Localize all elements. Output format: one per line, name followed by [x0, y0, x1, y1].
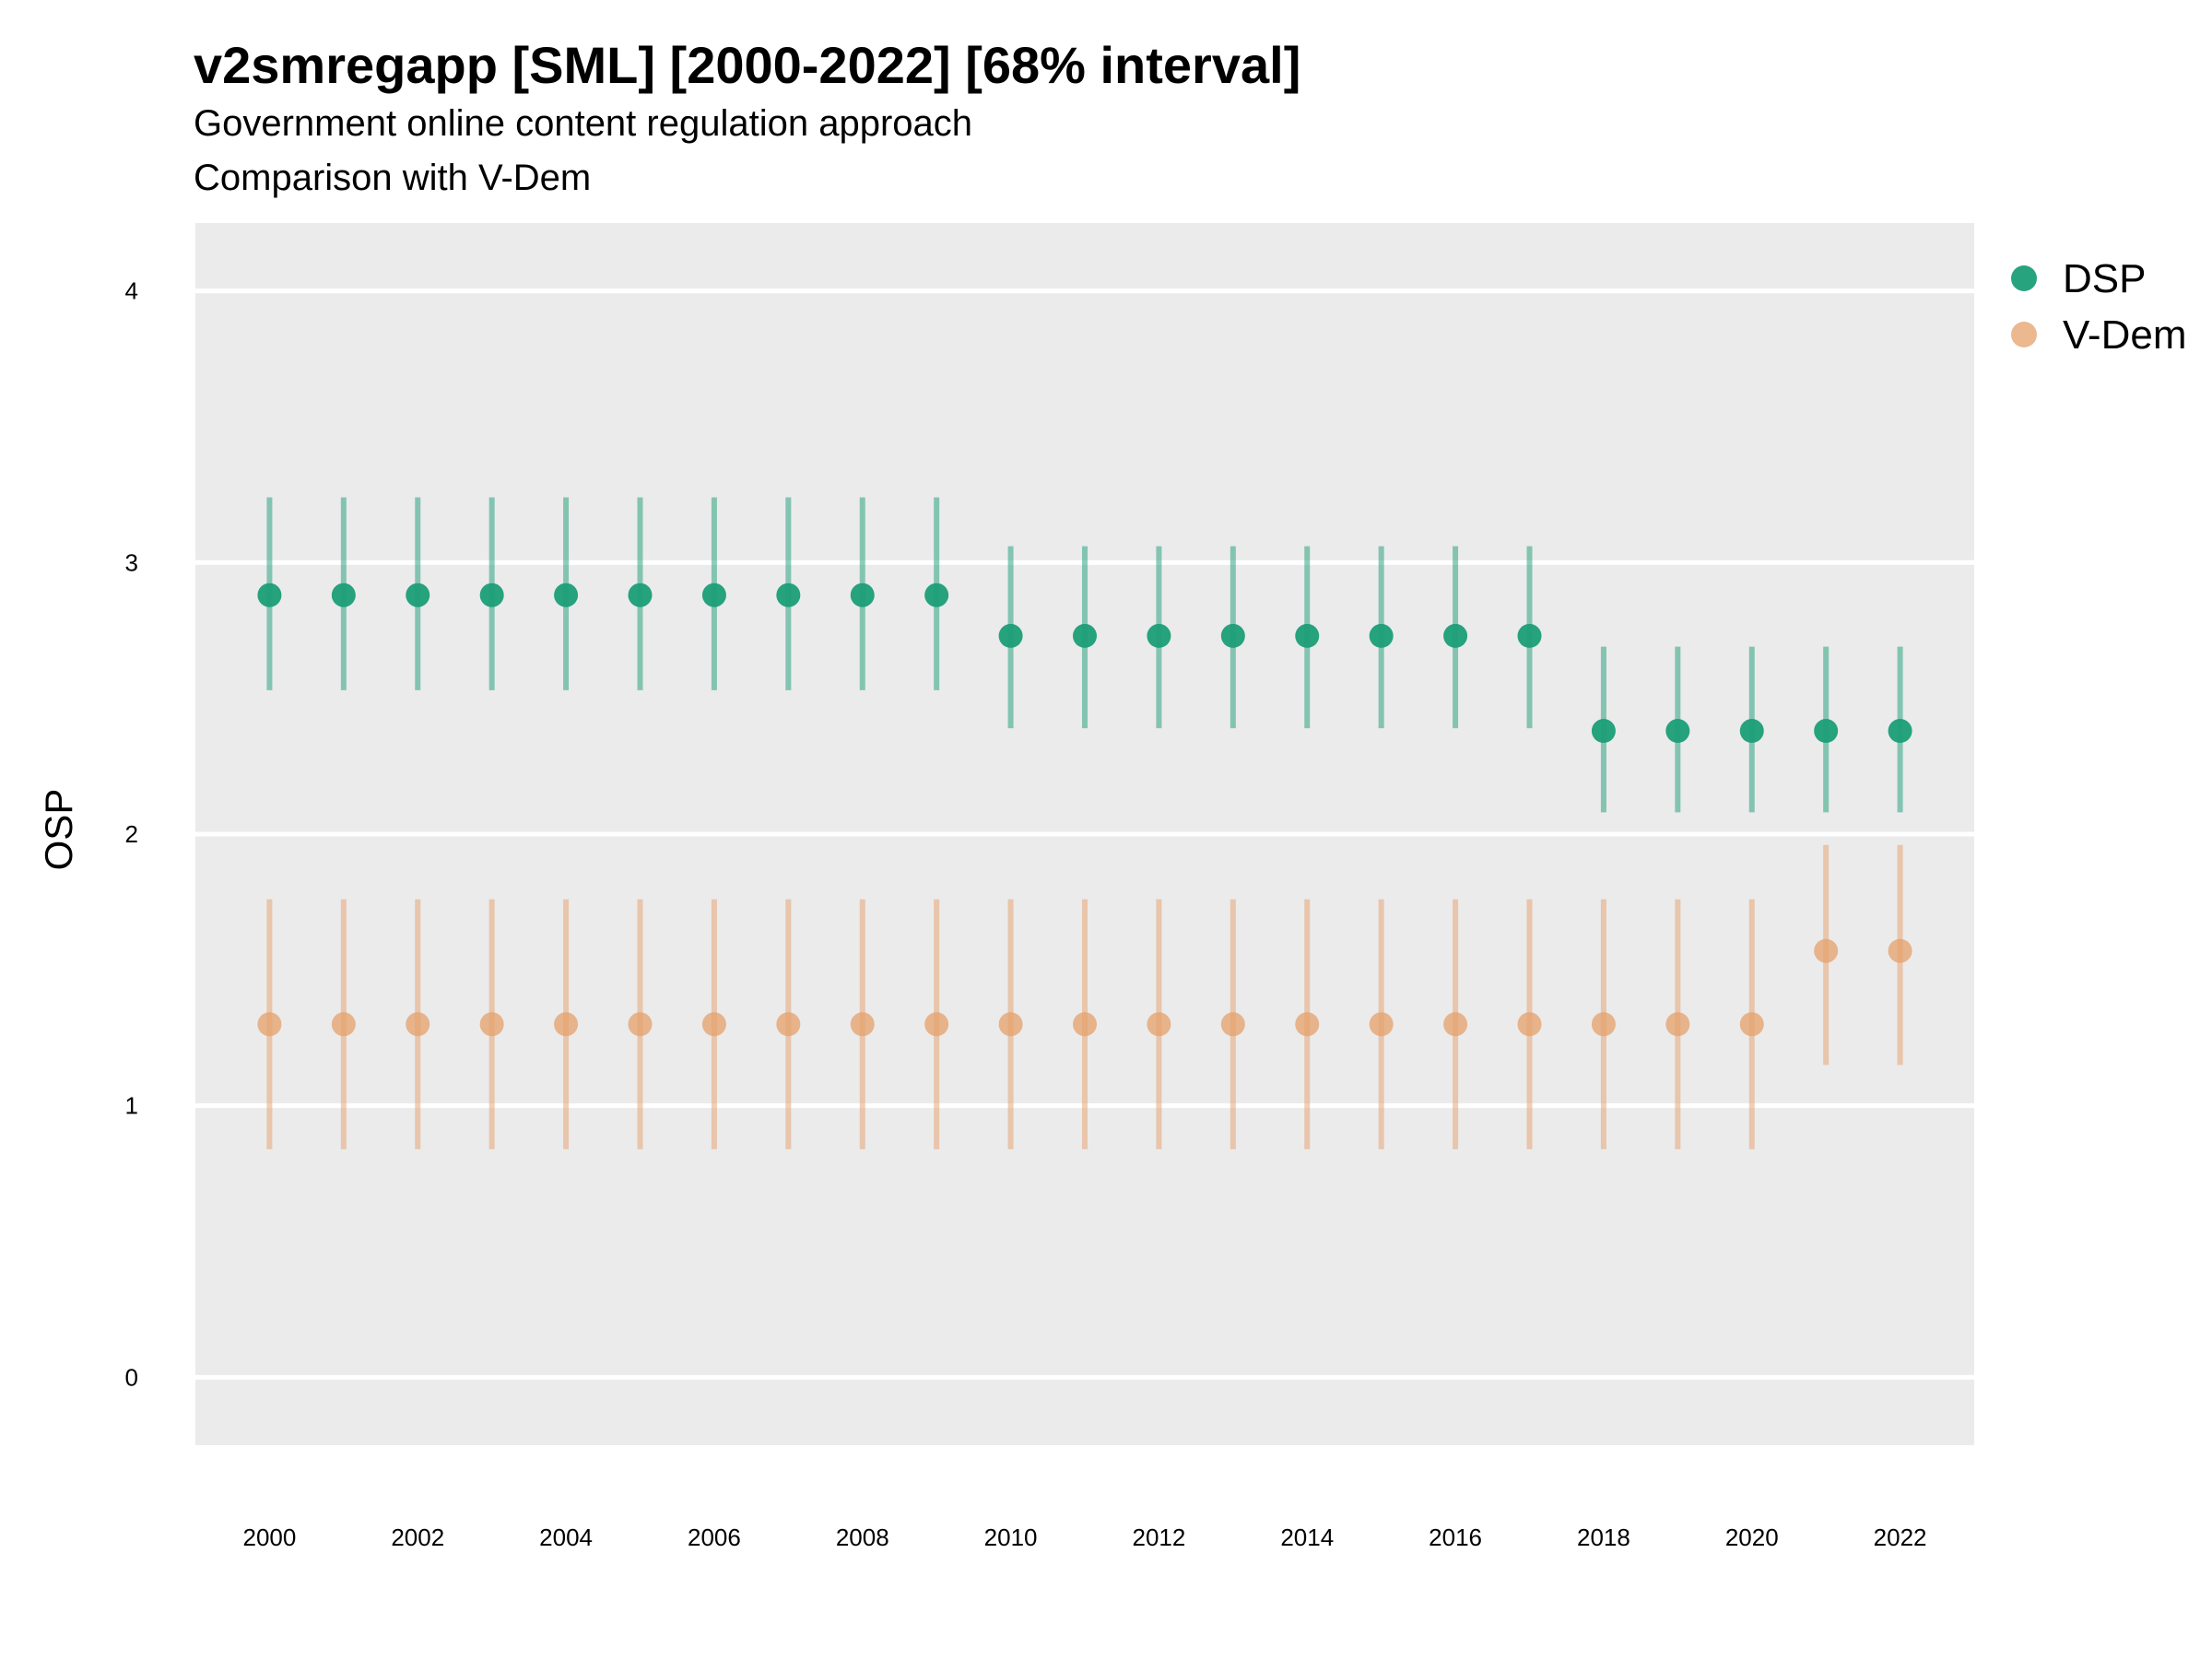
point-v-dem	[850, 1012, 875, 1037]
point-v-dem	[1665, 1012, 1690, 1037]
x-tick-label: 2008	[836, 1524, 889, 1551]
chart-caption: Comparison with V-Dem	[194, 158, 592, 198]
chart-subtitle: Government online content regulation app…	[194, 103, 972, 144]
legend-key-dsp	[2011, 265, 2037, 291]
x-tick-label: 2002	[391, 1524, 444, 1551]
point-v-dem	[998, 1012, 1023, 1037]
x-tick-label: 2018	[1577, 1524, 1630, 1551]
point-v-dem	[1147, 1012, 1171, 1037]
point-v-dem	[1443, 1012, 1468, 1037]
y-tick-label: 1	[125, 1092, 138, 1120]
point-dsp	[406, 582, 430, 607]
point-v-dem	[1814, 938, 1839, 963]
point-dsp	[331, 582, 356, 607]
y-tick-label: 3	[125, 548, 138, 576]
point-dsp	[701, 582, 726, 607]
point-dsp	[554, 582, 579, 607]
x-tick-label: 2010	[984, 1524, 1038, 1551]
data-marks	[257, 497, 1912, 1149]
x-tick-label: 2014	[1280, 1524, 1334, 1551]
point-v-dem	[554, 1012, 579, 1037]
point-v-dem	[1295, 1012, 1320, 1037]
x-tick-label: 2020	[1725, 1524, 1779, 1551]
point-dsp	[1369, 623, 1394, 648]
point-v-dem	[331, 1012, 356, 1037]
point-v-dem	[1073, 1012, 1097, 1037]
point-v-dem	[924, 1012, 949, 1037]
point-dsp	[628, 582, 653, 607]
point-v-dem	[1739, 1012, 1764, 1037]
chart-title: v2smregapp [SML] [2000-2022] [68% interv…	[194, 36, 1301, 94]
legend-label-dsp: DSP	[2063, 256, 2146, 301]
point-dsp	[257, 582, 282, 607]
y-axis-label: OSP	[37, 789, 80, 871]
point-dsp	[1147, 623, 1171, 648]
y-tick-label: 2	[125, 820, 138, 848]
x-tick-label: 2012	[1132, 1524, 1185, 1551]
y-tick-label: 4	[125, 277, 138, 305]
point-v-dem	[628, 1012, 653, 1037]
point-v-dem	[701, 1012, 726, 1037]
point-dsp	[850, 582, 875, 607]
point-dsp	[776, 582, 801, 607]
x-tick-label: 2004	[539, 1524, 593, 1551]
point-dsp	[998, 623, 1023, 648]
point-dsp	[1073, 623, 1097, 648]
x-tick-labels: 2000 2002 2004 2006 2008 2010 2012 2014 2016 2018…	[242, 1524, 1926, 1551]
series-v-dem	[257, 844, 1912, 1149]
point-dsp	[1814, 719, 1839, 744]
x-tick-label: 2016	[1429, 1524, 1482, 1551]
series-dsp	[257, 497, 1912, 813]
point-dsp	[1220, 623, 1245, 648]
point-dsp	[1295, 623, 1320, 648]
legend: DSP V-Dem	[2011, 256, 2186, 358]
point-dsp	[1888, 719, 1912, 744]
point-v-dem	[257, 1012, 282, 1037]
point-dsp	[924, 582, 949, 607]
point-v-dem	[1369, 1012, 1394, 1037]
point-v-dem	[1220, 1012, 1245, 1037]
point-dsp	[479, 582, 504, 607]
point-v-dem	[1888, 938, 1912, 963]
x-tick-label: 2022	[1874, 1524, 1927, 1551]
x-tick-label: 2006	[688, 1524, 741, 1551]
x-tick-label: 2000	[242, 1524, 296, 1551]
point-dsp	[1591, 719, 1616, 744]
legend-key-v-dem	[2011, 322, 2037, 347]
point-dsp	[1739, 719, 1764, 744]
point-v-dem	[1591, 1012, 1616, 1037]
point-v-dem	[1517, 1012, 1542, 1037]
y-tick-labels: 0 1 2 3 4	[125, 277, 138, 1392]
legend-label-v-dem: V-Dem	[2063, 312, 2186, 358]
point-dsp	[1517, 623, 1542, 648]
point-v-dem	[479, 1012, 504, 1037]
y-tick-label: 0	[125, 1363, 138, 1391]
point-dsp	[1665, 719, 1690, 744]
point-v-dem	[406, 1012, 430, 1037]
point-dsp	[1443, 623, 1468, 648]
point-v-dem	[776, 1012, 801, 1037]
